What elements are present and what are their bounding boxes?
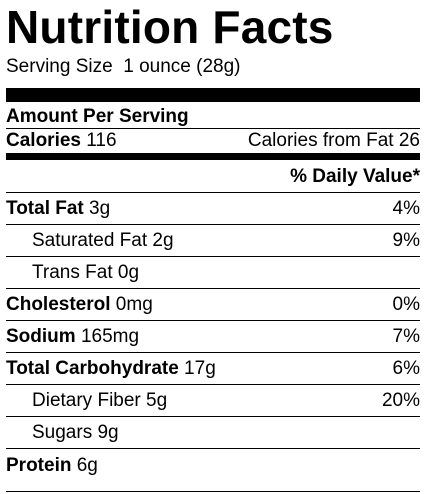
daily-value-header: % Daily Value*: [6, 160, 420, 192]
nutrient-row-sugars: Sugars 9g: [6, 417, 420, 448]
nutrient-row-trans-fat: Trans Fat 0g: [6, 257, 420, 288]
nutrient-amount: 17g: [178, 357, 216, 379]
nutrient-name: Total Carbohydrate: [6, 357, 179, 379]
nutrient-daily-value: 7%: [392, 325, 420, 347]
nutrient-row-saturated-fat: Saturated Fat 2g 9%: [6, 225, 420, 256]
thin-divider: [6, 192, 420, 193]
thin-divider: [6, 448, 420, 449]
calories: Calories 116: [6, 130, 117, 152]
nutrient-row-cholesterol: Cholesterol 0mg 0%: [6, 289, 420, 320]
calories-label: Calories: [6, 130, 81, 151]
nutrient-name-amount: Sodium 165mg: [6, 326, 139, 348]
nutrient-row-sodium: Sodium 165mg 7%: [6, 321, 420, 352]
nutrient-name-amount: Sugars 9g: [32, 422, 119, 444]
thin-divider: [6, 416, 420, 417]
nutrient-name: Sugars: [32, 421, 93, 443]
thin-divider: [6, 288, 420, 289]
nutrient-name: Saturated Fat: [32, 229, 148, 251]
nutrient-name-amount: Dietary Fiber 5g: [32, 390, 167, 412]
nutrient-amount: 0g: [112, 261, 140, 283]
nutrient-amount: 9g: [92, 421, 119, 443]
thin-divider: [6, 352, 420, 353]
amount-per-serving-text: Amount Per Serving: [6, 106, 189, 127]
nutrient-name-amount: Protein 6g: [6, 455, 98, 477]
nutrient-row-total-fat: Total Fat 3g 4%: [6, 193, 420, 224]
nutrient-daily-value: 0%: [392, 293, 420, 315]
thin-divider: [6, 384, 420, 385]
serving-size: Serving Size 1 ounce (28g): [6, 56, 241, 77]
nutrient-amount: 3g: [83, 197, 111, 219]
nutrient-name-amount: Total Carbohydrate 17g: [6, 358, 216, 380]
thick-divider: [6, 88, 420, 102]
thin-divider: [6, 128, 420, 129]
medium-divider: [6, 153, 420, 160]
nutrient-name: Protein: [6, 454, 72, 476]
nutrient-daily-value: 4%: [392, 197, 420, 219]
thin-divider: [6, 256, 420, 257]
bottom-divider: [6, 491, 420, 492]
nutrient-amount: 165mg: [75, 325, 140, 347]
nutrient-name: Total Fat: [6, 197, 84, 219]
nutrient-name: Trans Fat: [32, 261, 113, 283]
nutrient-name-amount: Total Fat 3g: [6, 198, 110, 220]
nutrient-row-total-carbohydrate: Total Carbohydrate 17g 6%: [6, 353, 420, 384]
nutrient-name-amount: Trans Fat 0g: [32, 262, 139, 284]
nutrient-name-amount: Saturated Fat 2g: [32, 230, 174, 252]
daily-value-header-text: % Daily Value*: [290, 166, 420, 187]
calories-from-fat: Calories from Fat 26: [247, 130, 420, 151]
nutrient-daily-value: 6%: [392, 357, 420, 379]
calories-value: 116: [80, 130, 117, 151]
nutrient-daily-value: 20%: [381, 389, 420, 411]
nutrient-daily-value: 9%: [392, 229, 420, 251]
amount-per-serving: Amount Per Serving: [6, 102, 420, 128]
nutrient-row-dietary-fiber: Dietary Fiber 5g 20%: [6, 385, 420, 416]
label-title: Nutrition Facts: [6, 1, 334, 53]
nutrient-row-protein: Protein 6g: [6, 449, 420, 482]
nutrient-name: Cholesterol: [6, 293, 111, 315]
calories-row: Calories 116 Calories from Fat 26: [6, 129, 420, 153]
thin-divider: [6, 320, 420, 321]
thin-divider: [6, 224, 420, 225]
nutrient-amount: 2g: [147, 229, 174, 251]
nutrient-name: Sodium: [6, 325, 76, 347]
nutrient-amount: 6g: [71, 454, 98, 476]
nutrient-amount: 5g: [140, 389, 168, 411]
nutrient-amount: 0mg: [110, 293, 153, 315]
nutrient-name: Dietary Fiber: [32, 389, 141, 411]
nutrient-name-amount: Cholesterol 0mg: [6, 294, 153, 316]
